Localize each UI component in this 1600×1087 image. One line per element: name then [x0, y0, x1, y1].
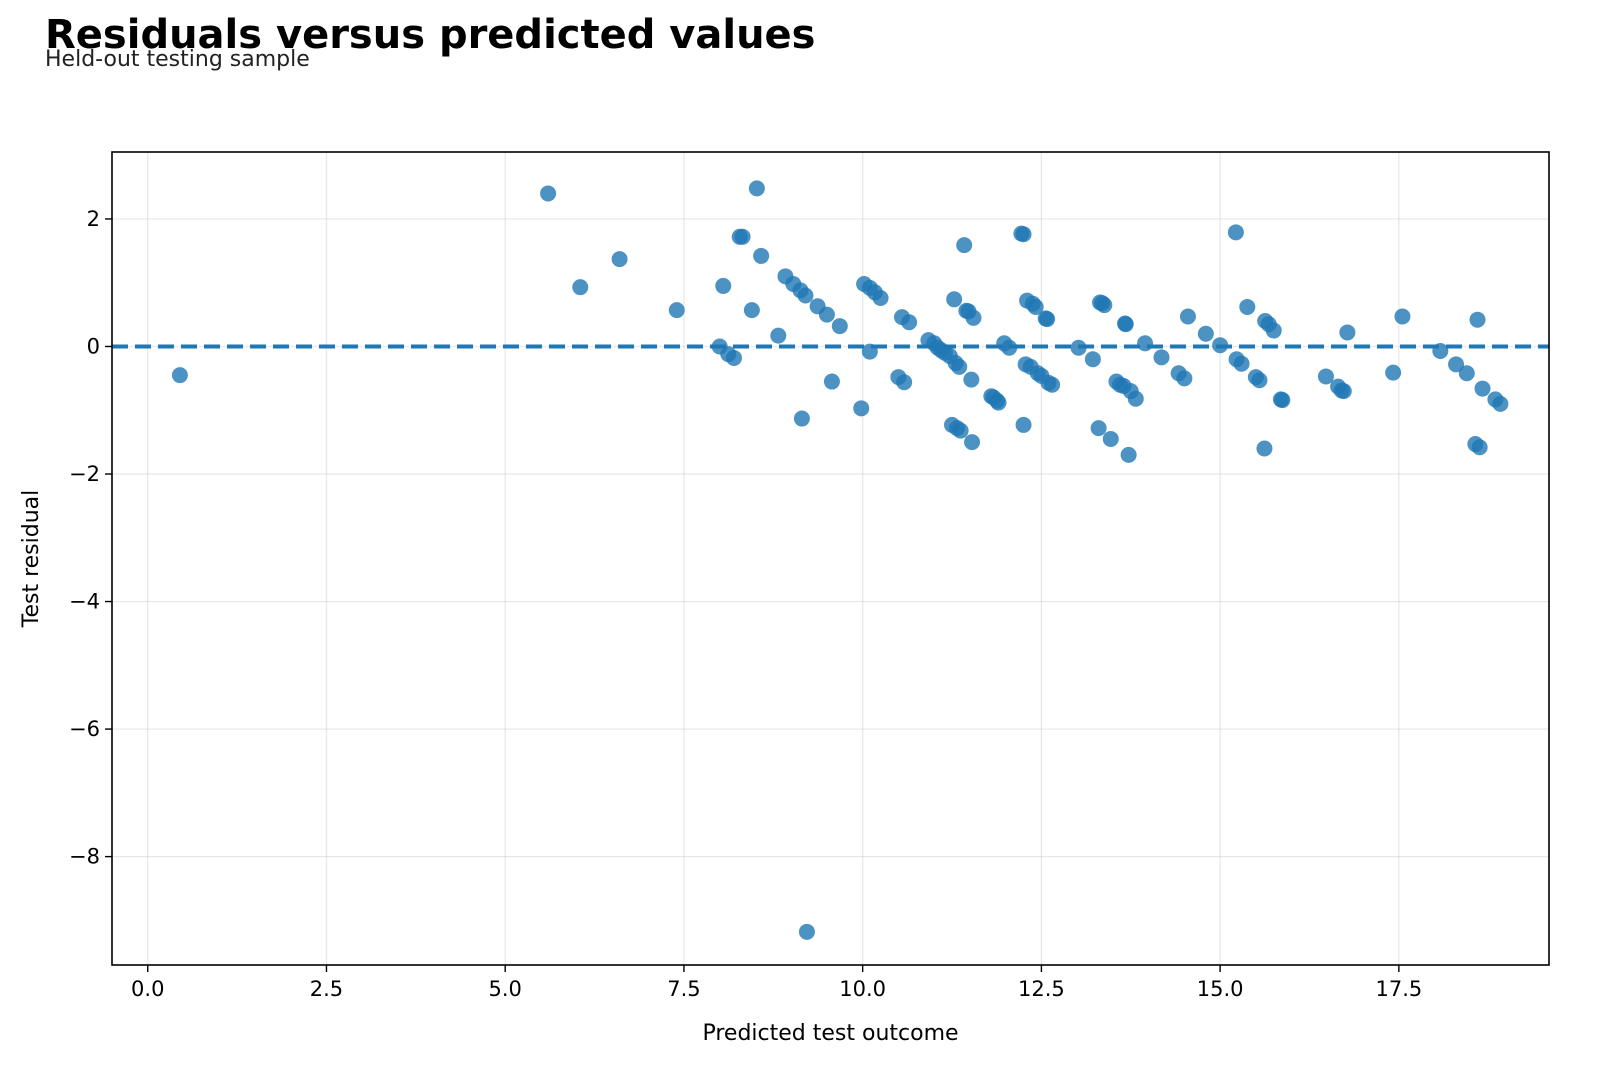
data-point	[1227, 224, 1244, 241]
data-point	[743, 302, 760, 319]
data-point	[1197, 325, 1214, 342]
data-point	[753, 247, 770, 264]
data-point	[1127, 390, 1144, 407]
data-point	[861, 343, 878, 360]
data-point	[1256, 440, 1273, 457]
data-point	[1432, 342, 1449, 359]
data-point	[1084, 351, 1101, 368]
data-point	[668, 302, 685, 319]
data-point	[1239, 298, 1256, 315]
y-tick-label: −4	[69, 590, 100, 614]
data-point	[990, 394, 1007, 411]
x-tick-label: 7.5	[667, 977, 700, 1001]
x-tick-label: 10.0	[839, 977, 886, 1001]
data-point	[831, 318, 848, 335]
data-point	[818, 306, 835, 323]
data-point	[1335, 383, 1352, 400]
data-point	[715, 277, 732, 294]
data-point	[1448, 356, 1465, 373]
y-tick-label: 2	[87, 207, 100, 231]
data-point	[872, 290, 889, 307]
data-point	[1120, 446, 1137, 463]
data-point	[1153, 349, 1170, 366]
data-point	[1039, 311, 1056, 328]
y-tick-label: −2	[69, 462, 100, 486]
data-point	[748, 180, 765, 197]
data-point	[1394, 308, 1411, 325]
y-tick-label: −8	[69, 845, 100, 869]
x-tick-label: 15.0	[1197, 977, 1244, 1001]
data-point	[963, 371, 980, 388]
y-tick-label: −6	[69, 717, 100, 741]
data-point	[1001, 339, 1018, 356]
data-point	[1044, 376, 1061, 393]
data-point	[952, 422, 969, 439]
data-point	[1070, 339, 1087, 356]
x-tick-label: 0.0	[131, 977, 164, 1001]
data-point	[540, 185, 557, 202]
data-point	[798, 923, 815, 940]
data-point	[1015, 416, 1032, 433]
data-point	[1090, 420, 1107, 437]
y-axis-ticks: −8 −6 −4 −2 0 2	[69, 207, 112, 869]
data-point	[823, 373, 840, 390]
data-point	[725, 349, 742, 366]
data-point	[1469, 311, 1486, 328]
data-point	[793, 410, 810, 427]
data-point	[1471, 439, 1488, 456]
x-axis-label: Predicted test outcome	[702, 1021, 958, 1046]
y-tick-label: 0	[87, 334, 100, 358]
x-tick-label: 12.5	[1018, 977, 1065, 1001]
data-point	[1233, 355, 1250, 372]
x-tick-label: 17.5	[1375, 977, 1422, 1001]
data-point	[1117, 316, 1134, 333]
data-point	[965, 309, 982, 326]
data-points	[171, 180, 1509, 940]
grid	[112, 152, 1549, 965]
data-point	[956, 237, 973, 254]
chart-title: Residuals versus predicted values	[45, 12, 816, 58]
data-point	[1274, 392, 1291, 409]
data-point	[1458, 365, 1475, 382]
data-point	[1492, 395, 1509, 412]
data-point	[1179, 308, 1196, 325]
data-point	[1027, 298, 1044, 315]
data-point	[1251, 372, 1268, 389]
data-point	[770, 327, 787, 344]
data-point	[1265, 322, 1282, 339]
data-point	[896, 374, 913, 391]
x-axis-ticks: 0.0 2.5 5.0 7.5 10.0 12.5 15.0 17.5	[131, 965, 1422, 1001]
data-point	[853, 400, 870, 417]
data-point	[1385, 364, 1402, 381]
data-point	[1015, 226, 1032, 243]
data-point	[611, 251, 628, 268]
data-point	[1339, 324, 1356, 341]
x-tick-label: 5.0	[489, 977, 522, 1001]
data-point	[1137, 335, 1154, 352]
data-point	[572, 279, 589, 296]
data-point	[1096, 297, 1113, 314]
data-point	[734, 228, 751, 245]
data-point	[1317, 368, 1334, 385]
plot-frame	[111, 151, 1550, 966]
data-point	[1212, 337, 1229, 354]
data-point	[951, 358, 968, 375]
data-point	[797, 287, 814, 304]
data-point	[1474, 380, 1491, 397]
data-point	[901, 314, 918, 331]
data-point	[1176, 370, 1193, 387]
x-tick-label: 2.5	[310, 977, 343, 1001]
data-point	[1102, 430, 1119, 447]
chart-subtitle: Held-out testing sample	[45, 47, 310, 72]
data-point	[171, 367, 188, 384]
data-point	[964, 434, 981, 451]
y-axis-label: Test residual	[19, 490, 44, 629]
data-point	[946, 291, 963, 308]
